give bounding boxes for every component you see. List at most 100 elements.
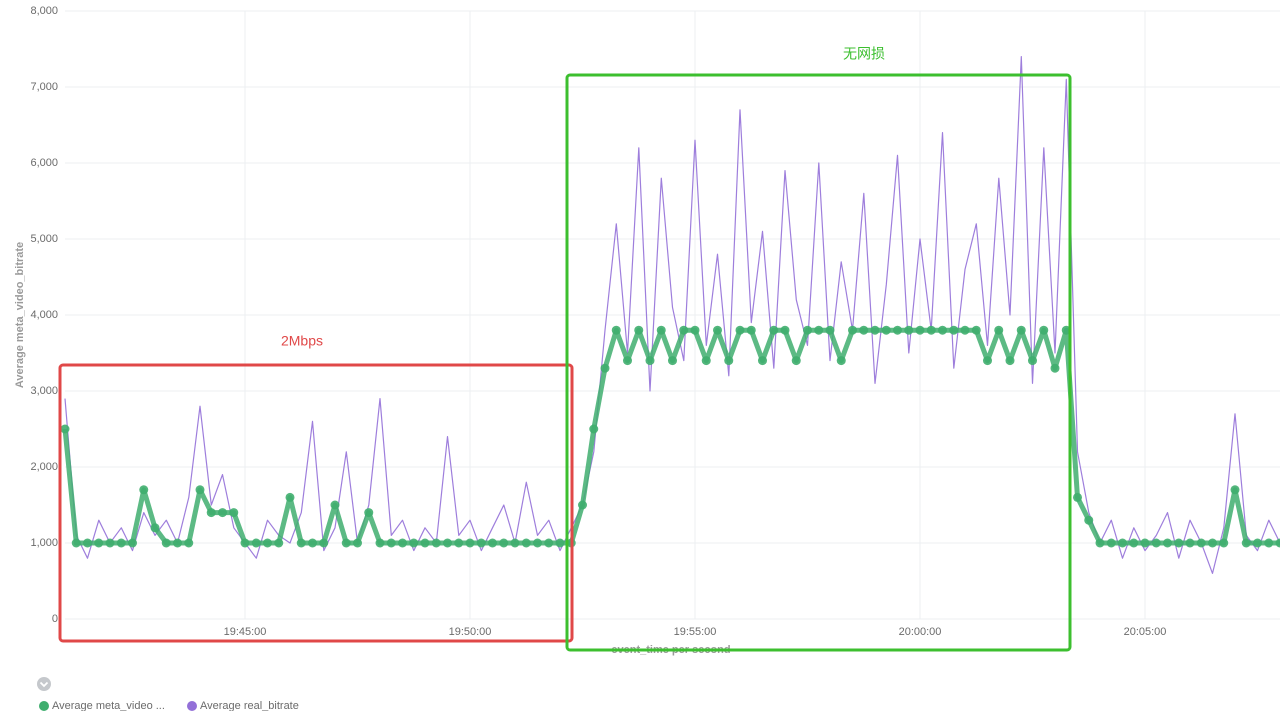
meta-point [870,325,880,335]
meta-point [353,538,362,548]
meta-point [893,325,902,335]
meta-point [656,325,666,335]
meta-point [476,538,486,548]
meta-point [139,485,149,495]
meta-point [1016,325,1026,335]
legend-item[interactable]: Average real_bitrate [187,700,299,711]
meta-point [555,538,565,548]
meta-point [386,538,396,548]
meta-point [296,538,306,548]
y-tick-label: 3,000 [30,385,58,397]
meta-point [803,325,812,335]
meta-point [161,538,171,548]
annotation-label: 无网损 [843,46,885,62]
meta-point [836,356,846,366]
annotation-box [58,363,574,643]
meta-point [1005,356,1015,366]
annotation-box [565,73,1072,652]
meta-point [499,538,509,548]
real-line [64,56,1280,574]
meta-point [364,508,374,518]
meta-point [116,538,126,548]
meta-point [1106,538,1116,548]
meta-point [431,538,441,548]
meta-point [544,538,554,548]
meta-point [533,538,542,548]
meta-point [634,325,644,335]
legend-swatch [39,701,49,711]
meta-point [679,325,689,335]
meta-point [285,492,295,502]
x-tick-label: 19:55:00 [674,626,717,638]
meta-point [1219,538,1229,548]
y-tick-label: 7,000 [30,81,58,93]
legend-toggle[interactable] [37,677,51,691]
meta-point [825,325,835,335]
meta-point [443,538,452,548]
meta-point [1185,538,1195,548]
meta-point [1118,538,1127,548]
meta-point [701,356,711,366]
meta-point [814,325,824,335]
meta-point [128,538,137,548]
meta-point [1039,325,1049,335]
meta-point [521,538,531,548]
meta-point [1196,538,1206,548]
meta-point [1095,538,1105,548]
meta-point [150,523,160,533]
x-tick-label: 19:45:00 [224,626,267,638]
y-axis-label: Average meta_video_bitrate [14,242,26,388]
meta-point [1163,538,1172,548]
meta-point [1084,515,1094,525]
meta-point [341,538,351,548]
meta-point [409,538,419,548]
x-tick-label: 20:05:00 [1124,626,1167,638]
meta-point [881,325,891,335]
meta-point [420,538,430,548]
meta-point [938,325,947,335]
meta-point [184,538,194,548]
meta-point [735,325,745,335]
meta-point [859,325,869,335]
x-tick-label: 20:00:00 [899,626,942,638]
meta-point [960,325,970,335]
meta-point [454,538,464,548]
meta-point [83,538,92,548]
meta-point [769,325,779,335]
y-tick-label: 8,000 [30,5,58,17]
x-tick-label: 19:50:00 [449,626,492,638]
meta-point [915,325,925,335]
meta-point [746,325,756,335]
meta-point [240,538,250,548]
meta-point [1073,492,1082,502]
meta-point [848,325,857,335]
meta-point [971,325,981,335]
meta-point [251,538,261,548]
meta-point [1129,538,1139,548]
meta-point [904,325,914,335]
meta-point [488,538,497,548]
meta-point [1275,538,1280,548]
meta-point [398,538,407,548]
meta-point [1151,538,1161,548]
meta-point [1050,363,1060,373]
y-tick-label: 6,000 [30,157,58,169]
meta-point [218,508,227,518]
y-tick-label: 0 [52,613,58,625]
meta-point [578,500,587,510]
y-tick-label: 2,000 [30,461,58,473]
meta-point [611,325,621,335]
meta-point [780,325,790,335]
meta-point [229,508,239,518]
y-tick-label: 1,000 [30,537,58,549]
meta-point [983,356,992,366]
legend-item[interactable]: Average meta_video ... [39,700,165,711]
meta-point [105,538,115,548]
meta-point [1241,538,1251,548]
meta-point [1028,356,1037,366]
meta-point [645,356,655,366]
meta-point [510,538,520,548]
legend-label: Average real_bitrate [200,700,299,711]
meta-point [1264,538,1274,548]
meta-point [623,356,632,366]
